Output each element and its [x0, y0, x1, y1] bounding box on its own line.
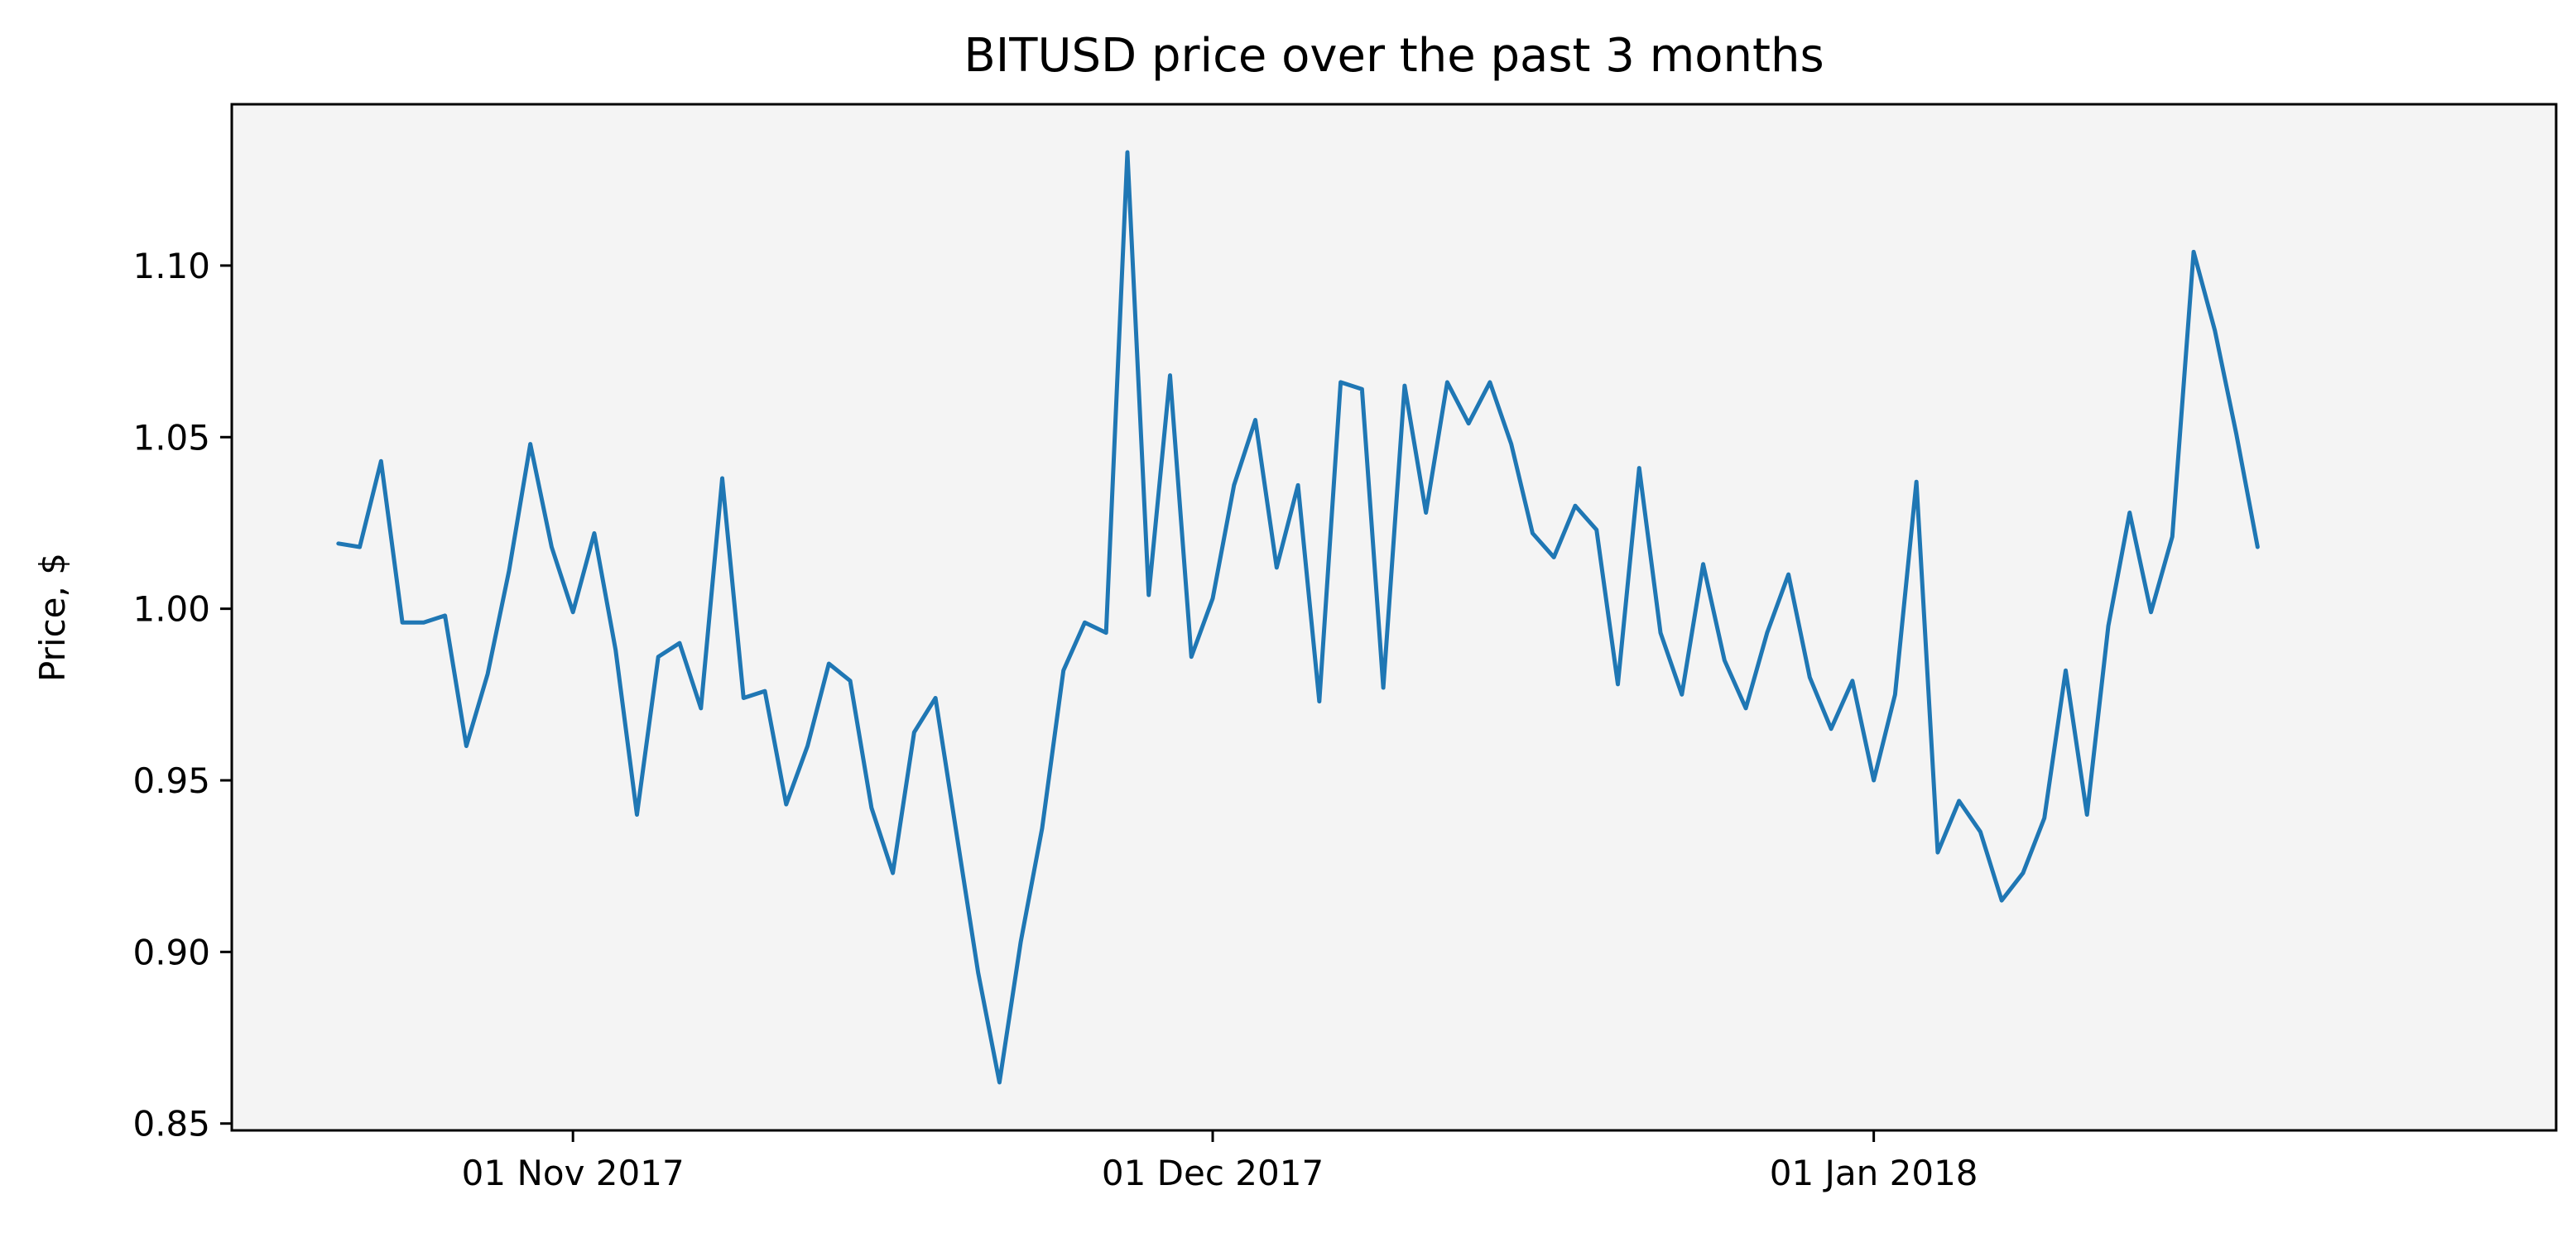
y-axis-label: Price, $ — [32, 553, 73, 682]
y-tick-label: 0.85 — [132, 1104, 210, 1144]
x-tick-label: 01 Jan 2018 — [1770, 1153, 1978, 1193]
price-series-line — [336, 150, 2260, 1085]
y-tick-label: 1.05 — [132, 417, 210, 458]
plot-area — [232, 104, 2556, 1130]
x-tick-label: 01 Nov 2017 — [462, 1153, 685, 1193]
y-tick-label: 0.90 — [132, 932, 210, 972]
x-axis: 01 Nov 2017 01 Dec 2017 01 Jan 2018 — [462, 1130, 1978, 1193]
y-tick-label: 1.00 — [132, 589, 210, 630]
y-tick-label: 1.10 — [132, 246, 210, 286]
y-tick-label: 0.95 — [132, 760, 210, 801]
x-tick-label: 01 Dec 2017 — [1102, 1153, 1324, 1193]
plot-frame — [230, 103, 2558, 1132]
y-axis: 0.85 0.90 0.95 1.00 1.05 1.10 — [132, 246, 232, 1144]
chart-title: BITUSD price over the past 3 months — [964, 29, 1824, 83]
